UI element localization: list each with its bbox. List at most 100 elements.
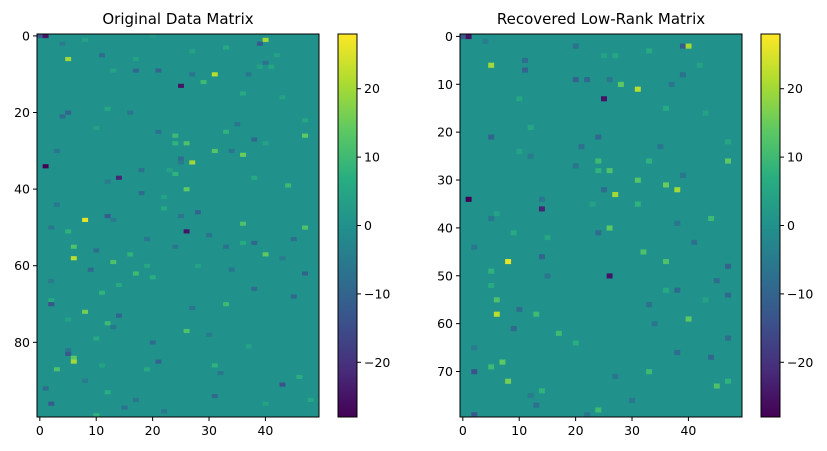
heatmap-cell xyxy=(617,81,624,87)
heatmap-cell xyxy=(155,129,162,134)
heatmap-cell xyxy=(262,37,269,42)
x-tick-label: 40 xyxy=(257,423,273,438)
y-axis: 0 20 40 60 80 xyxy=(14,28,37,350)
heatmap-cell xyxy=(488,364,495,370)
heatmap-cell xyxy=(268,64,275,69)
heatmap-cell xyxy=(663,259,669,265)
colorbar xyxy=(337,33,358,418)
heatmap-cell xyxy=(663,105,669,111)
heatmap-cell xyxy=(93,248,100,253)
heatmap-cell xyxy=(245,72,252,77)
heatmap-cell xyxy=(679,172,686,178)
heatmap-cell xyxy=(104,106,111,111)
heatmap-cell xyxy=(279,382,286,387)
heatmap-cell xyxy=(104,390,111,395)
heatmap-cell xyxy=(53,367,60,372)
x-tick-label: 30 xyxy=(201,423,217,438)
heatmap-cell xyxy=(87,267,94,272)
heatmap-cell xyxy=(189,49,196,54)
heatmap-cell xyxy=(206,233,213,238)
heatmap-cell xyxy=(544,273,551,279)
heatmap-cell xyxy=(646,302,653,308)
heatmap-cell xyxy=(115,313,122,318)
heatmap-cell xyxy=(538,388,545,394)
heatmap-cell xyxy=(307,397,314,402)
heatmap-cell xyxy=(251,175,258,180)
heatmap-cell xyxy=(183,328,190,334)
heatmap-cell xyxy=(482,38,489,44)
y-axis: 0 10 20 30 40 50 60 70 xyxy=(437,29,460,379)
heatmap-cell xyxy=(65,351,72,357)
heatmap-cell xyxy=(132,397,139,402)
colorbar-tick-label: 0 xyxy=(364,218,372,233)
heatmap-cell xyxy=(505,259,512,265)
heatmap-cell xyxy=(606,77,613,83)
heatmap-cell xyxy=(533,311,540,317)
heatmap-cell xyxy=(634,201,641,207)
heatmap-cell xyxy=(82,378,89,383)
heatmap-cell xyxy=(161,206,168,211)
heatmap-cell xyxy=(104,321,111,326)
heatmap-cell xyxy=(240,91,246,96)
y-tick-label: 0 xyxy=(22,28,30,43)
heatmap-cell xyxy=(256,64,263,69)
heatmap-cell xyxy=(48,298,55,303)
heatmap-cell xyxy=(115,175,122,180)
heatmap-cell xyxy=(493,311,500,317)
heatmap-cell xyxy=(93,336,100,341)
heatmap-cell xyxy=(178,156,184,161)
heatmap-cell xyxy=(460,34,466,40)
heatmap-cell xyxy=(144,236,151,242)
heatmap-cell xyxy=(211,148,218,154)
heatmap-cell xyxy=(488,282,495,289)
heatmap-cell xyxy=(251,286,258,291)
heatmap-cell xyxy=(149,34,156,39)
colorbar-tick-label: 20 xyxy=(364,81,380,96)
heatmap-cell xyxy=(725,158,732,164)
heatmap-cell xyxy=(595,407,602,413)
heatmap-cell xyxy=(99,363,105,368)
heatmap-cell xyxy=(59,114,66,119)
heatmap-cell xyxy=(285,183,292,188)
heatmap-cell xyxy=(691,239,698,245)
y-tick-label: 80 xyxy=(14,335,30,350)
heatmap-cell xyxy=(70,355,77,360)
heatmap-cell xyxy=(223,244,230,249)
heatmap-cell xyxy=(488,268,495,274)
heatmap-cell xyxy=(538,254,545,260)
heatmap-cell xyxy=(572,43,579,49)
heatmap-cell xyxy=(296,374,303,379)
heatmap-cell xyxy=(595,230,602,236)
colorbar-tick-label: 10 xyxy=(787,150,803,165)
x-tick-label: 10 xyxy=(88,423,104,438)
heatmap-cell xyxy=(273,53,280,58)
x-tick-label: 40 xyxy=(680,423,696,438)
heatmap-cell xyxy=(279,95,286,100)
plot-frame xyxy=(459,33,743,418)
y-tick-label: 20 xyxy=(437,125,453,140)
heatmap-cell xyxy=(488,215,495,222)
heatmap-cell xyxy=(290,294,297,299)
heatmap-cell xyxy=(657,144,664,150)
heatmap-cell xyxy=(290,236,297,242)
heatmap-cell xyxy=(127,110,134,115)
heatmap-cell xyxy=(493,211,500,217)
heatmap-cell xyxy=(53,148,60,154)
heatmap-cell xyxy=(37,34,43,39)
heatmap-cell xyxy=(522,67,528,73)
heatmap-cell xyxy=(544,235,551,241)
heatmap-cell xyxy=(584,412,591,418)
heatmap-cell xyxy=(471,369,478,375)
y-tick-label: 60 xyxy=(14,258,30,273)
heatmap-cell xyxy=(70,256,77,261)
heatmap-cell xyxy=(674,349,681,356)
heatmap-cell xyxy=(499,359,506,365)
heatmap-cell xyxy=(132,68,139,73)
x-axis: 0 10 20 30 40 xyxy=(36,417,273,438)
heatmap-cell xyxy=(262,60,269,65)
heatmap-cell xyxy=(211,394,218,399)
heatmap-cell xyxy=(589,201,596,207)
heatmap-cell xyxy=(578,144,585,150)
y-tick-label: 40 xyxy=(437,220,453,235)
